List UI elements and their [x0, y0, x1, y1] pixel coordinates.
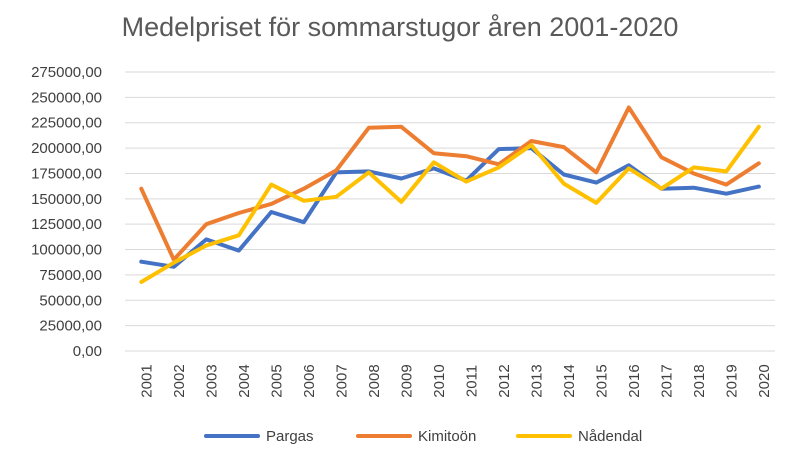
x-tick-label: 2009	[398, 364, 415, 397]
y-tick-label: 275000,00	[31, 64, 102, 81]
x-tick-label: 2012	[496, 364, 513, 397]
y-tick-label: 25000,00	[39, 318, 102, 335]
legend-label: Pargas	[266, 428, 314, 445]
series-line-nådendal	[139, 124, 761, 284]
legend-label: Kimitoön	[418, 428, 476, 445]
x-tick-label: 2013	[528, 364, 545, 397]
legend: Pargas Kimitoön Nådendal	[204, 428, 642, 445]
y-tick-label: 125000,00	[31, 216, 102, 233]
x-tick-label: 2005	[268, 364, 285, 397]
x-tick-label: 2014	[561, 364, 578, 397]
y-axis-ticks: 0,00 25000,00 50000,00 75000,00 100000,00 125…	[31, 64, 102, 360]
x-tick-label: 2002	[171, 364, 188, 397]
y-tick-label: 75000,00	[39, 267, 102, 284]
y-tick-label: 200000,00	[31, 140, 102, 157]
y-tick-label: 225000,00	[31, 115, 102, 132]
y-tick-label: 175000,00	[31, 165, 102, 182]
y-tick-label: 150000,00	[31, 191, 102, 208]
y-tick-label: 0,00	[73, 343, 102, 360]
y-tick-label: 50000,00	[39, 292, 102, 309]
x-tick-label: 2020	[756, 364, 773, 397]
x-tick-label: 2011	[463, 365, 480, 397]
series-lines	[139, 105, 761, 284]
chart-title: Medelpriset för sommarstugor åren 2001-2…	[122, 12, 679, 42]
x-tick-label: 2018	[691, 364, 708, 397]
x-tick-label: 2015	[593, 364, 610, 397]
x-axis-ticks: 2001 2002 2003 2004 2005 2006 2007 2008 2009 2010…	[138, 364, 773, 397]
x-tick-label: 2007	[333, 364, 350, 397]
x-tick-label: 2004	[236, 364, 253, 397]
x-tick-label: 2017	[658, 364, 675, 397]
x-tick-label: 2006	[301, 364, 318, 397]
x-tick-label: 2016	[626, 364, 643, 397]
gridlines	[125, 71, 775, 352]
x-tick-label: 2001	[138, 364, 155, 397]
x-tick-label: 2019	[723, 364, 740, 397]
x-tick-label: 2008	[366, 364, 383, 397]
series-line-kimitoön	[139, 105, 761, 262]
y-tick-label: 250000,00	[31, 89, 102, 106]
x-tick-label: 2003	[203, 364, 220, 397]
series-line-pargas	[139, 146, 761, 269]
x-tick-label: 2010	[431, 364, 448, 397]
legend-label: Nådendal	[578, 428, 642, 445]
y-tick-label: 100000,00	[31, 242, 102, 259]
